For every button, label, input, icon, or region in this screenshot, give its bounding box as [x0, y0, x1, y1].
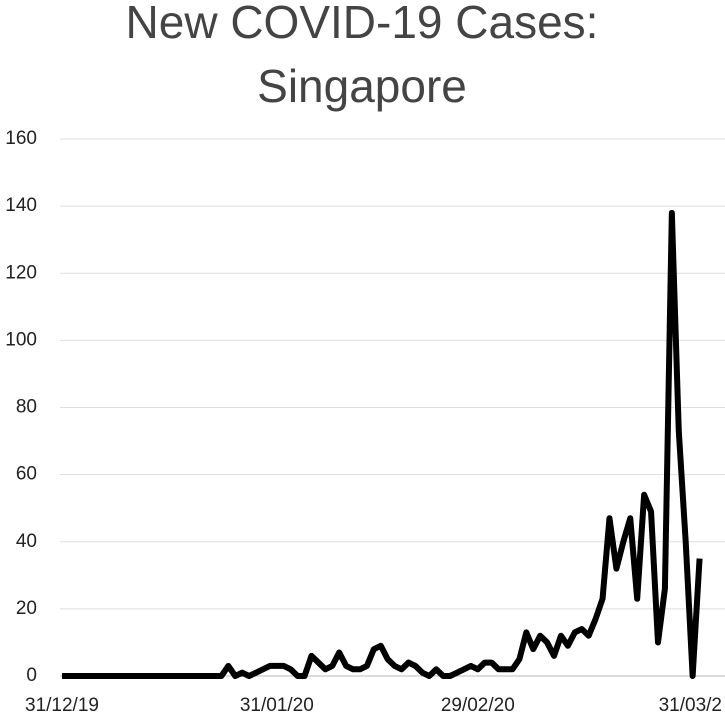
chart-title: New COVID-19 Cases: [126, 0, 599, 48]
line [62, 209, 703, 679]
y-tick-label: 0 [26, 665, 37, 686]
chart-title: Singapore [257, 60, 467, 112]
y-tick-label: 60 [16, 464, 37, 485]
y-tick-label: 140 [5, 195, 37, 216]
y-tick-label: 20 [16, 598, 37, 619]
y-tick-label: 40 [16, 531, 37, 552]
x-tick-label: 29/02/20 [441, 695, 515, 716]
y-tick-label: 80 [16, 397, 37, 418]
x-tick-label: 31/01/20 [240, 695, 314, 716]
y-tick-label: 160 [5, 128, 37, 149]
x-tick-label: 31/03/2 [659, 695, 722, 716]
y-tick-label: 120 [5, 262, 37, 283]
y-tick-label: 100 [5, 329, 37, 350]
x-tick-label: 31/12/19 [25, 695, 99, 716]
